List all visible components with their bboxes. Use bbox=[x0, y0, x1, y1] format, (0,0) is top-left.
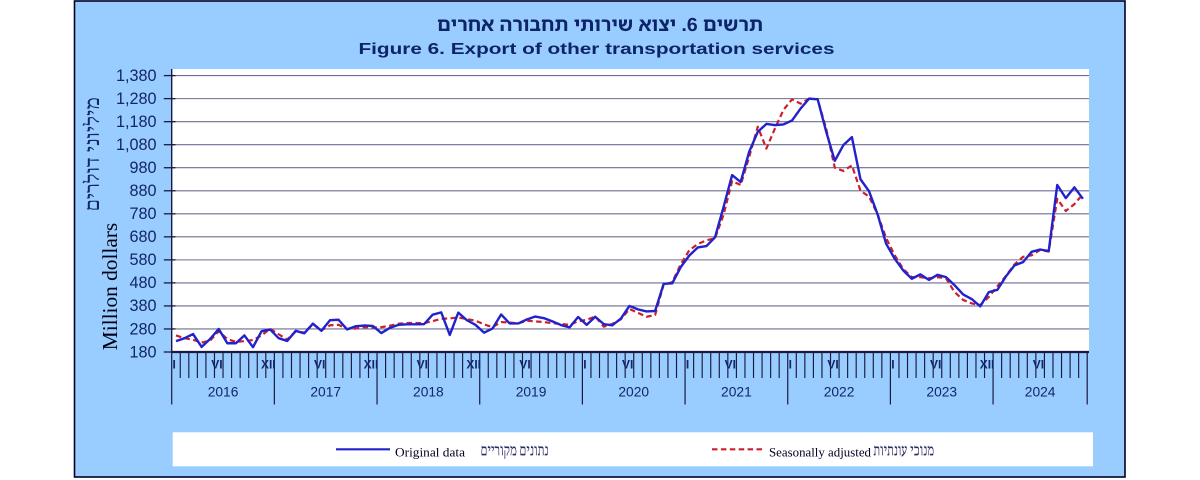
svg-text:I: I bbox=[173, 357, 176, 371]
svg-text:680: 680 bbox=[129, 228, 156, 246]
svg-text:XII: XII bbox=[261, 357, 276, 371]
svg-text:XII: XII bbox=[466, 357, 481, 371]
svg-text:2024: 2024 bbox=[1025, 385, 1056, 400]
svg-text:2020: 2020 bbox=[618, 385, 649, 400]
svg-text:2023: 2023 bbox=[926, 385, 957, 400]
svg-text:Million dollars: Million dollars bbox=[98, 223, 122, 351]
svg-text:1,180: 1,180 bbox=[116, 113, 157, 131]
svg-text:VI: VI bbox=[725, 357, 736, 371]
svg-text:180: 180 bbox=[129, 343, 156, 361]
svg-text:2019: 2019 bbox=[516, 385, 547, 400]
svg-text:980: 980 bbox=[129, 159, 156, 177]
svg-text:VI: VI bbox=[930, 357, 941, 371]
svg-text:2016: 2016 bbox=[208, 385, 239, 400]
svg-text:VI: VI bbox=[417, 357, 428, 371]
svg-text:880: 880 bbox=[129, 182, 156, 200]
svg-text:XII: XII bbox=[980, 357, 995, 371]
svg-text:2018: 2018 bbox=[413, 385, 444, 400]
svg-text:Seasonally adjusted: Seasonally adjusted bbox=[769, 444, 871, 459]
svg-text:2022: 2022 bbox=[824, 385, 855, 400]
svg-text:I: I bbox=[789, 357, 792, 371]
svg-text:VI: VI bbox=[622, 357, 633, 371]
svg-text:480: 480 bbox=[129, 274, 156, 292]
svg-text:VI: VI bbox=[827, 357, 838, 371]
svg-text:I: I bbox=[583, 357, 586, 371]
svg-text:I: I bbox=[891, 357, 894, 371]
svg-text:I: I bbox=[686, 357, 689, 371]
svg-text:Original data: Original data bbox=[395, 444, 465, 459]
svg-text:580: 580 bbox=[129, 251, 156, 269]
svg-text:1,280: 1,280 bbox=[116, 90, 157, 108]
svg-text:XII: XII bbox=[364, 357, 379, 371]
svg-text:1,380: 1,380 bbox=[116, 67, 157, 85]
svg-text:2021: 2021 bbox=[721, 385, 752, 400]
svg-text:2017: 2017 bbox=[310, 385, 341, 400]
svg-text:1,080: 1,080 bbox=[116, 136, 157, 154]
svg-text:780: 780 bbox=[129, 205, 156, 223]
svg-text:280: 280 bbox=[129, 320, 156, 338]
svg-text:380: 380 bbox=[129, 297, 156, 315]
svg-text:Figure 6. Export of other tran: Figure 6. Export of other transportation… bbox=[359, 41, 835, 58]
svg-text:VI: VI bbox=[1033, 357, 1044, 371]
svg-text:VI: VI bbox=[314, 357, 325, 371]
svg-text:VI: VI bbox=[519, 357, 530, 371]
svg-text:VI: VI bbox=[211, 357, 222, 371]
